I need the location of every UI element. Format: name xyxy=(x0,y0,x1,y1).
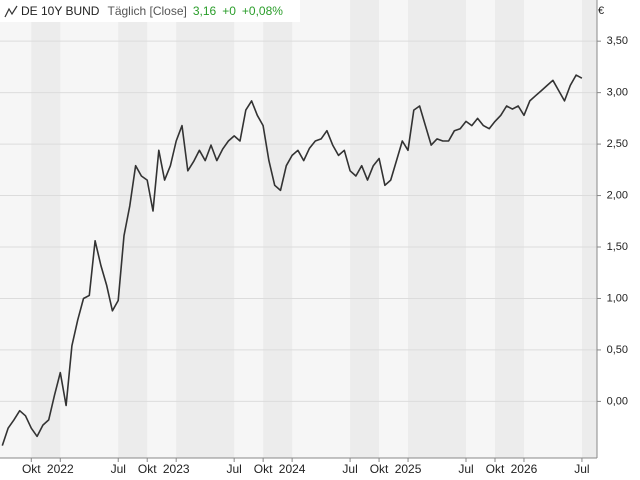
price-line xyxy=(1,74,583,446)
y-tick-label: 3,50 xyxy=(607,35,628,47)
band xyxy=(31,0,61,458)
y-tick-label: 1,00 xyxy=(607,292,628,304)
x-tick-label: Okt xyxy=(486,462,505,476)
unit-label: € xyxy=(598,5,604,17)
x-tick-label: Jul xyxy=(111,462,126,476)
plot-background xyxy=(0,0,597,458)
x-tick-label: 2024 xyxy=(279,462,306,476)
x-tick-label: Jul xyxy=(226,462,241,476)
chart-title: DE 10Y BUND xyxy=(21,4,100,18)
chart-subtitle: Täglich [Close] xyxy=(107,4,186,18)
change: +0 xyxy=(222,4,236,18)
x-tick-label: Okt xyxy=(22,462,41,476)
y-tick-label: 1,50 xyxy=(607,241,628,253)
x-tick-label: Okt xyxy=(138,462,157,476)
x-tick-label: 2025 xyxy=(395,462,422,476)
x-tick-label: 2022 xyxy=(47,462,74,476)
x-tick-label: Jul xyxy=(574,462,589,476)
y-tick-label: 2,00 xyxy=(607,189,628,201)
last-value: 3,16 xyxy=(193,4,217,18)
y-tick-label: 0,50 xyxy=(607,344,628,356)
x-tick-label: 2023 xyxy=(163,462,190,476)
band xyxy=(350,0,380,458)
band xyxy=(408,0,467,458)
x-tick-label: Okt xyxy=(254,462,273,476)
band xyxy=(263,0,293,458)
y-tick-label: 0,00 xyxy=(607,395,628,407)
chart-icon xyxy=(4,5,18,18)
y-tick-label: 2,50 xyxy=(607,138,628,150)
plot-content: 0,00 0,50 1,00 1,50 2,00 2,50 3,00 3,50 Okt 2022 J… xyxy=(0,0,628,476)
header-background xyxy=(0,0,300,22)
change-percent: +0,08% xyxy=(242,4,283,18)
x-tick-label: 2026 xyxy=(511,462,538,476)
band xyxy=(494,0,524,458)
x-tick-label: Okt xyxy=(370,462,389,476)
x-tick-label: Jul xyxy=(342,462,357,476)
band xyxy=(581,0,597,458)
x-tick-label: Jul xyxy=(458,462,473,476)
y-tick-label: 3,00 xyxy=(607,87,628,99)
band xyxy=(176,0,235,458)
band xyxy=(118,0,148,458)
